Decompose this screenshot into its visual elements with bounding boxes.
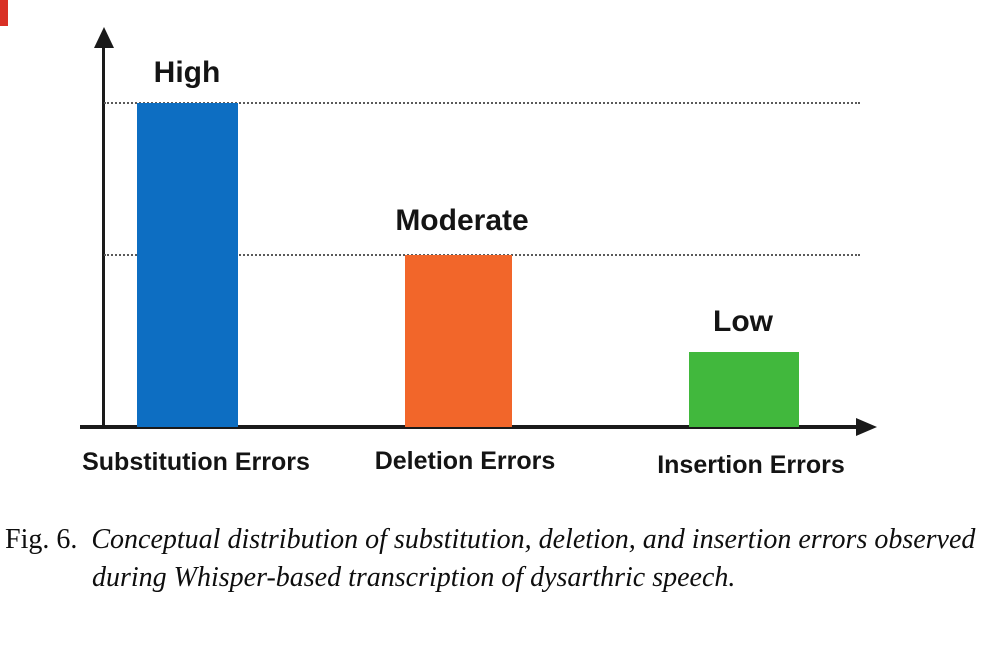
y-axis-arrowhead-icon <box>94 27 114 48</box>
value-label-low: Low <box>713 305 773 338</box>
caption-text-line-2: during Whisper-based transcription of dy… <box>92 562 736 593</box>
value-label-high: High <box>153 56 221 89</box>
value-label-moderate: Moderate <box>395 204 529 237</box>
bar-deletion-errors <box>405 255 512 427</box>
x-axis-line <box>80 425 858 429</box>
screen-edge-artifact <box>0 0 8 26</box>
y-axis-line <box>102 42 105 429</box>
category-label-insertion-errors: Insertion Errors <box>657 451 845 479</box>
caption-text-line-1: Conceptual distribution of substitution,… <box>91 524 976 555</box>
category-label-deletion-errors: Deletion Errors <box>374 447 556 475</box>
gridline-high-level <box>104 102 860 104</box>
x-axis-arrowhead-icon <box>856 418 877 436</box>
bar-substitution-errors <box>137 103 238 427</box>
category-label-substitution-errors: Substitution Errors <box>82 448 310 476</box>
bar-insertion-errors <box>689 352 799 427</box>
figure-number: Fig. 6. <box>5 524 78 555</box>
caption-line-1: Fig. 6. Conceptual distribution of substi… <box>5 524 975 556</box>
